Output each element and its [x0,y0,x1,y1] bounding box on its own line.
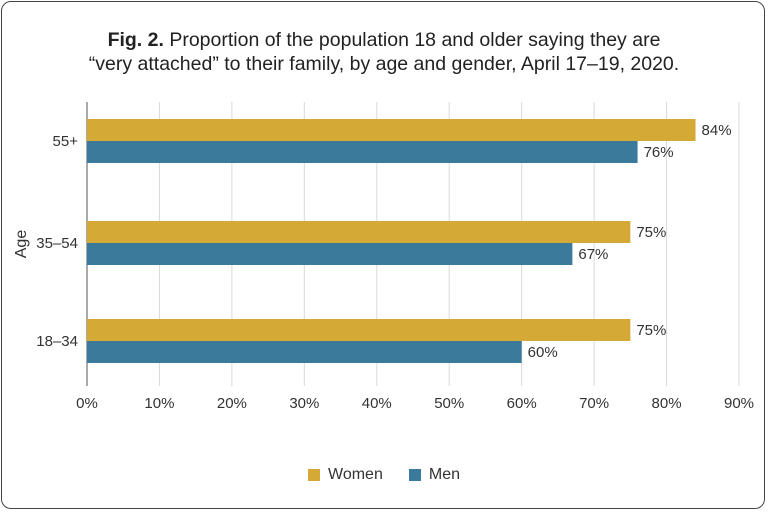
legend-item-men: Men [408,466,460,484]
x-tick-label: 70% [579,395,609,412]
y-axis-title: Age [13,230,30,259]
data-label: 60% [528,344,558,361]
category-label: 18–34 [36,333,78,350]
legend-swatch-women [308,469,321,481]
bar-women [87,221,631,243]
x-tick-label: 90% [724,395,754,412]
figure-label: Fig. 2. [107,29,164,51]
category-label: 55+ [53,133,79,150]
data-label: 67% [578,246,608,263]
x-tick-label: 80% [652,395,682,412]
x-tick-label: 10% [144,395,174,412]
chart-title: Fig. 2. Proportion of the population 18 … [0,28,768,76]
data-label: 75% [636,224,666,241]
title-line-1: Proportion of the population 18 and olde… [163,29,661,51]
bar-men [87,141,638,163]
legend-label-women: Women [328,466,383,483]
bar-women [87,319,631,341]
legend-label-men: Men [428,466,460,483]
data-label: 76% [644,144,674,161]
data-label: 75% [636,322,666,339]
bar-women [87,119,696,141]
title-line-2: “very attached” to their family, by age … [88,53,680,75]
bar-men [87,243,573,265]
bar-men [87,341,522,363]
x-tick-label: 0% [76,395,98,412]
x-tick-label: 20% [217,395,247,412]
x-tick-label: 50% [434,395,464,412]
x-tick-label: 40% [362,395,392,412]
legend-item-women: Women [308,466,383,484]
x-tick-label: 30% [289,395,319,412]
legend-swatch-men [408,469,421,481]
x-tick-label: 60% [507,395,537,412]
category-label: 35–54 [36,235,78,252]
legend: Women Men [0,466,768,484]
data-label: 84% [702,122,732,139]
